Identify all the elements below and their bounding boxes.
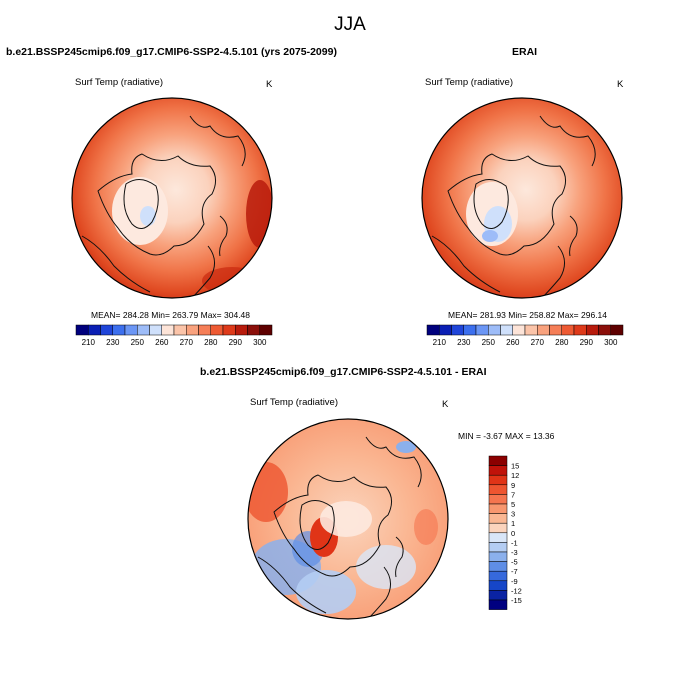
colorbar-swatch: [488, 513, 508, 524]
colorbar-swatch: [124, 324, 138, 336]
colorbar-swatch: [488, 484, 508, 495]
colorbar-tick-label: 270: [180, 338, 194, 347]
colorbar-swatch: [573, 324, 587, 336]
panel2-units-label: K: [617, 79, 624, 90]
colorbar-swatch: [561, 324, 575, 336]
colorbar-tick-label: 280: [555, 338, 569, 347]
colorbar-swatch: [512, 324, 526, 336]
colorbar-swatch: [488, 465, 508, 476]
colorbar-swatch: [137, 324, 150, 336]
panel3-stats: MIN = -3.67 MAX = 13.36: [458, 431, 555, 441]
colorbar-tick-label: 0: [511, 529, 515, 538]
colorbar-swatch: [488, 474, 508, 486]
colorbar-tick-label: 250: [131, 338, 145, 347]
colorbar-swatch: [488, 503, 508, 514]
colorbar-tick-label: 1: [511, 519, 515, 528]
colorbar-tick-label: 5: [511, 500, 515, 509]
colorbar-swatch: [88, 324, 101, 336]
colorbar-swatch: [198, 324, 211, 336]
colorbar-swatch: [235, 324, 248, 336]
colorbar-tick-label: 9: [511, 481, 515, 490]
colorbar-swatch: [488, 324, 501, 336]
colorbar-swatch: [75, 324, 89, 336]
colorbar-swatch: [173, 324, 187, 336]
colorbar-swatch: [488, 455, 508, 466]
colorbar-tick-label: 300: [253, 338, 267, 347]
colorbar-tick-label: -7: [511, 567, 518, 576]
panel3-polar-map: [247, 418, 449, 620]
panel1-polar-map: [71, 97, 273, 299]
colorbar-swatch: [149, 324, 162, 336]
panel3-units-label: K: [442, 399, 449, 410]
colorbar-tick-label: 15: [511, 462, 519, 471]
colorbar-tick-label: 210: [433, 338, 447, 347]
colorbar-tick-label: 300: [604, 338, 618, 347]
colorbar-swatch: [488, 590, 508, 601]
colorbar-swatch: [549, 324, 562, 336]
colorbar-swatch: [161, 324, 175, 336]
panel2-variable-label: Surf Temp (radiative): [425, 77, 513, 88]
colorbar-swatch: [488, 551, 508, 562]
colorbar-swatch: [426, 324, 440, 336]
colorbar-swatch: [488, 561, 508, 572]
colorbar-swatch: [598, 324, 611, 336]
colorbar-swatch: [210, 324, 224, 336]
colorbar-tick-label: -12: [511, 586, 522, 595]
colorbar-swatch: [186, 324, 199, 336]
colorbar-tick-label: 7: [511, 490, 515, 499]
colorbar-tick-label: -3: [511, 548, 518, 557]
panel3-title: b.e21.BSSP245cmip6.f09_g17.CMIP6-SSP2-4.…: [200, 366, 487, 378]
panel2-title: ERAI: [512, 46, 538, 58]
colorbar-tick-label: 280: [204, 338, 218, 347]
colorbar-swatch: [112, 324, 126, 336]
colorbar-tick-label: 290: [580, 338, 594, 347]
season-title: JJA: [334, 14, 366, 35]
colorbar-tick-label: 270: [531, 338, 545, 347]
colorbar-tick-label: 260: [155, 338, 169, 347]
colorbar-tick-label: 290: [229, 338, 243, 347]
colorbar-swatch: [488, 570, 508, 582]
panel1-variable-label: Surf Temp (radiative): [75, 77, 163, 88]
colorbar-swatch: [524, 324, 538, 336]
panel1-stats: MEAN= 284.28 Min= 263.79 Max= 304.48: [91, 310, 251, 320]
panel2-polar-map: [421, 97, 623, 299]
colorbar-tick-label: 230: [457, 338, 471, 347]
colorbar-swatch: [451, 324, 464, 336]
colorbar-tick-label: 260: [506, 338, 520, 347]
colorbar-swatch: [247, 324, 260, 336]
colorbar-tick-label: 210: [82, 338, 96, 347]
colorbar-swatch: [463, 324, 477, 336]
colorbar-swatch: [586, 324, 599, 336]
panel3-variable-label: Surf Temp (radiative): [250, 397, 338, 408]
colorbar-swatch: [259, 324, 273, 336]
panel2-colorbar: 210 230 250 260 270 280 290 300: [426, 324, 624, 347]
colorbar-swatch: [488, 522, 508, 534]
colorbar-tick-label: -9: [511, 577, 518, 586]
colorbar-swatch: [488, 599, 508, 610]
colorbar-tick-label: 12: [511, 471, 519, 480]
colorbar-tick-label: 3: [511, 510, 515, 519]
colorbar-tick-label: -1: [511, 538, 518, 547]
panel2-stats: MEAN= 281.93 Min= 258.82 Max= 296.14: [448, 310, 608, 320]
panel1-units-label: K: [266, 79, 273, 90]
colorbar-swatch: [488, 532, 508, 543]
colorbar-swatch: [488, 580, 508, 591]
colorbar-swatch: [537, 324, 550, 336]
colorbar-swatch: [100, 324, 113, 336]
colorbar-tick-label: 250: [482, 338, 496, 347]
colorbar-tick-label: 230: [106, 338, 120, 347]
colorbar-tick-label: -5: [511, 558, 518, 567]
colorbar-swatch: [475, 324, 489, 336]
panel1-colorbar: 210 230 250 260 270 280 290 300: [75, 324, 273, 347]
colorbar-swatch: [488, 542, 508, 553]
colorbar-swatch: [222, 324, 236, 336]
colorbar-swatch: [500, 324, 513, 336]
colorbar-swatch: [439, 324, 452, 336]
panel1-title: b.e21.BSSP245cmip6.f09_g17.CMIP6-SSP2-4.…: [6, 46, 337, 58]
colorbar-swatch: [610, 324, 624, 336]
colorbar-swatch: [488, 494, 508, 505]
colorbar-tick-label: -15: [511, 596, 522, 605]
